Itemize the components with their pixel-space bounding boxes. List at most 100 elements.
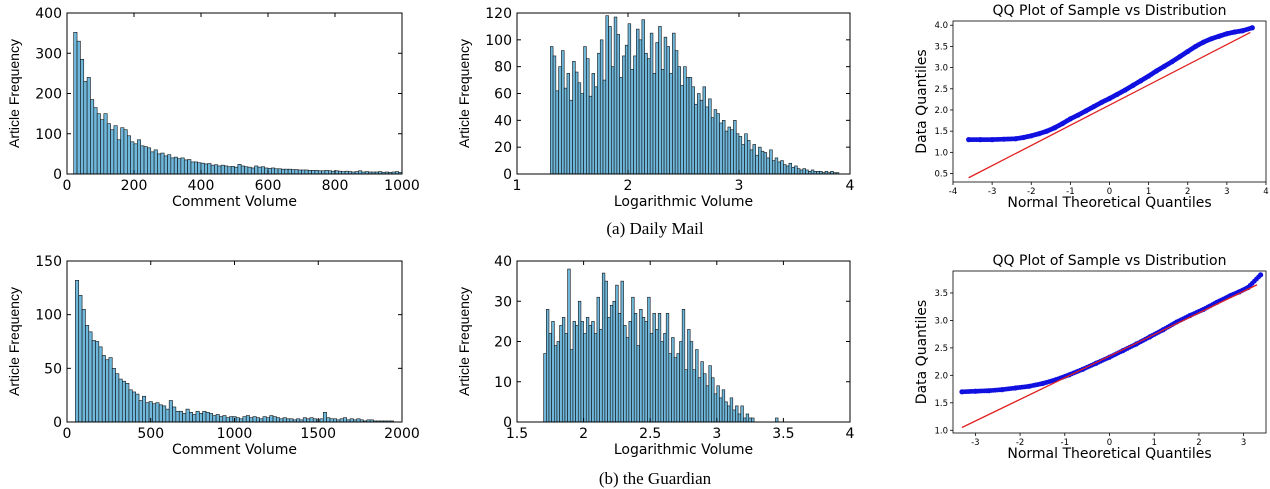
histogram-bar xyxy=(75,280,80,423)
histogram-bar xyxy=(703,373,707,423)
histogram-bar xyxy=(145,402,150,423)
histogram-bar xyxy=(90,99,95,175)
y-tick-label: 10 xyxy=(494,375,512,391)
histogram-bar xyxy=(175,410,180,423)
histogram-bar xyxy=(180,157,185,175)
histogram-bar xyxy=(281,168,286,175)
y-axis-title: Data Quantiles xyxy=(914,49,930,153)
x-tick-label: 1 xyxy=(513,178,522,194)
histogram-bar xyxy=(163,155,168,175)
histogram-bar xyxy=(796,168,801,175)
qq-fit-line xyxy=(961,284,1258,429)
histogram-bar xyxy=(730,129,734,175)
x-tick-label: -4 xyxy=(949,187,957,197)
histogram-bar xyxy=(118,378,123,423)
histogram-bar xyxy=(577,82,582,175)
histogram-bar xyxy=(711,377,715,423)
x-tick-label: 1000 xyxy=(384,178,420,194)
histogram-bar xyxy=(274,168,279,175)
x-tick-label: 2.5 xyxy=(639,426,661,442)
histogram-bar xyxy=(199,413,203,423)
histogram-bar xyxy=(636,28,640,175)
x-tick-label: 0 xyxy=(1107,438,1112,448)
histogram-bar xyxy=(194,161,198,175)
x-axis-title: Logarithmic Volume xyxy=(614,442,753,458)
x-tick-label: 0 xyxy=(1107,187,1112,197)
histogram-bar xyxy=(729,397,734,423)
histogram-bar xyxy=(749,149,754,175)
qq-point xyxy=(999,136,1005,142)
histogram-bar xyxy=(543,353,547,423)
histogram-bar xyxy=(157,153,162,175)
histogram-bar xyxy=(774,157,779,175)
histogram-bar xyxy=(641,19,645,175)
histogram-bar xyxy=(247,166,252,175)
histogram-bar xyxy=(655,42,659,175)
histogram-bar xyxy=(81,308,86,423)
histogram-bar xyxy=(277,168,282,175)
histogram-bar xyxy=(583,46,587,175)
histogram-bar xyxy=(85,325,90,423)
plot-frame xyxy=(952,20,1267,183)
histogram-bar xyxy=(641,317,646,423)
y-tick-label: 3.5 xyxy=(934,42,948,52)
histogram-bar xyxy=(612,300,616,423)
histogram-bar xyxy=(697,377,702,423)
x-tick-label: 400 xyxy=(188,178,215,194)
histogram-bar xyxy=(741,144,745,175)
histogram-bar xyxy=(255,417,260,423)
histogram-bar xyxy=(272,416,277,423)
y-tick-label: 200 xyxy=(35,87,62,103)
y-tick-label: 120 xyxy=(485,6,512,22)
histogram-bar xyxy=(775,417,779,423)
histogram-bar xyxy=(743,417,747,423)
x-tick-label: 1000 xyxy=(217,426,253,442)
histogram-bar xyxy=(128,389,133,423)
histogram-bar xyxy=(96,113,101,175)
histogram-bar xyxy=(702,86,706,175)
histogram-bar xyxy=(80,58,85,175)
y-axis-title: Data Quantiles xyxy=(914,300,930,404)
histogram-bar xyxy=(108,357,113,423)
histogram-bar xyxy=(665,313,670,423)
x-tick-label: 1 xyxy=(1152,438,1157,448)
histogram-bar xyxy=(556,341,560,423)
histogram-bar xyxy=(140,145,145,175)
histogram-bar xyxy=(249,417,254,423)
y-tick-label: 50 xyxy=(44,361,62,377)
histogram-bar xyxy=(551,321,555,423)
histogram-bar xyxy=(182,413,187,423)
histogram-bar xyxy=(747,140,751,175)
histogram-bar xyxy=(738,136,743,175)
histogram-bar xyxy=(713,109,718,175)
histogram-bar xyxy=(177,158,182,175)
histogram-bar xyxy=(719,122,723,175)
histogram-bar xyxy=(205,412,210,423)
caption-daily-mail: (a) Daily Mail xyxy=(606,219,704,238)
y-tick-label: 3.5 xyxy=(934,289,948,299)
histogram-bar xyxy=(125,383,130,423)
y-tick-label: 2.0 xyxy=(934,371,948,381)
histogram-bar xyxy=(93,107,98,175)
histogram-bar xyxy=(583,333,587,423)
histogram-bar xyxy=(655,329,659,423)
x-tick-label: -2 xyxy=(1027,187,1035,197)
histogram-bar xyxy=(282,417,287,423)
histogram-bar xyxy=(748,417,752,423)
histogram-bar xyxy=(588,95,593,175)
histogram-bar xyxy=(652,73,657,175)
histogram-bar xyxy=(599,39,604,175)
y-tick-label: 0.5 xyxy=(934,170,948,180)
histogram-bar xyxy=(722,120,726,175)
histogram-bar xyxy=(752,144,756,175)
histogram-bar xyxy=(737,413,742,423)
x-tick-label: 1.5 xyxy=(506,426,528,442)
y-tick-label: 2.5 xyxy=(934,344,948,354)
histogram-bar xyxy=(257,166,262,175)
histogram-bar xyxy=(708,365,712,423)
histogram-bar xyxy=(580,93,584,175)
histogram-bar xyxy=(620,280,624,423)
histogram-bar xyxy=(577,300,582,423)
y-tick-label: 0 xyxy=(53,415,62,431)
